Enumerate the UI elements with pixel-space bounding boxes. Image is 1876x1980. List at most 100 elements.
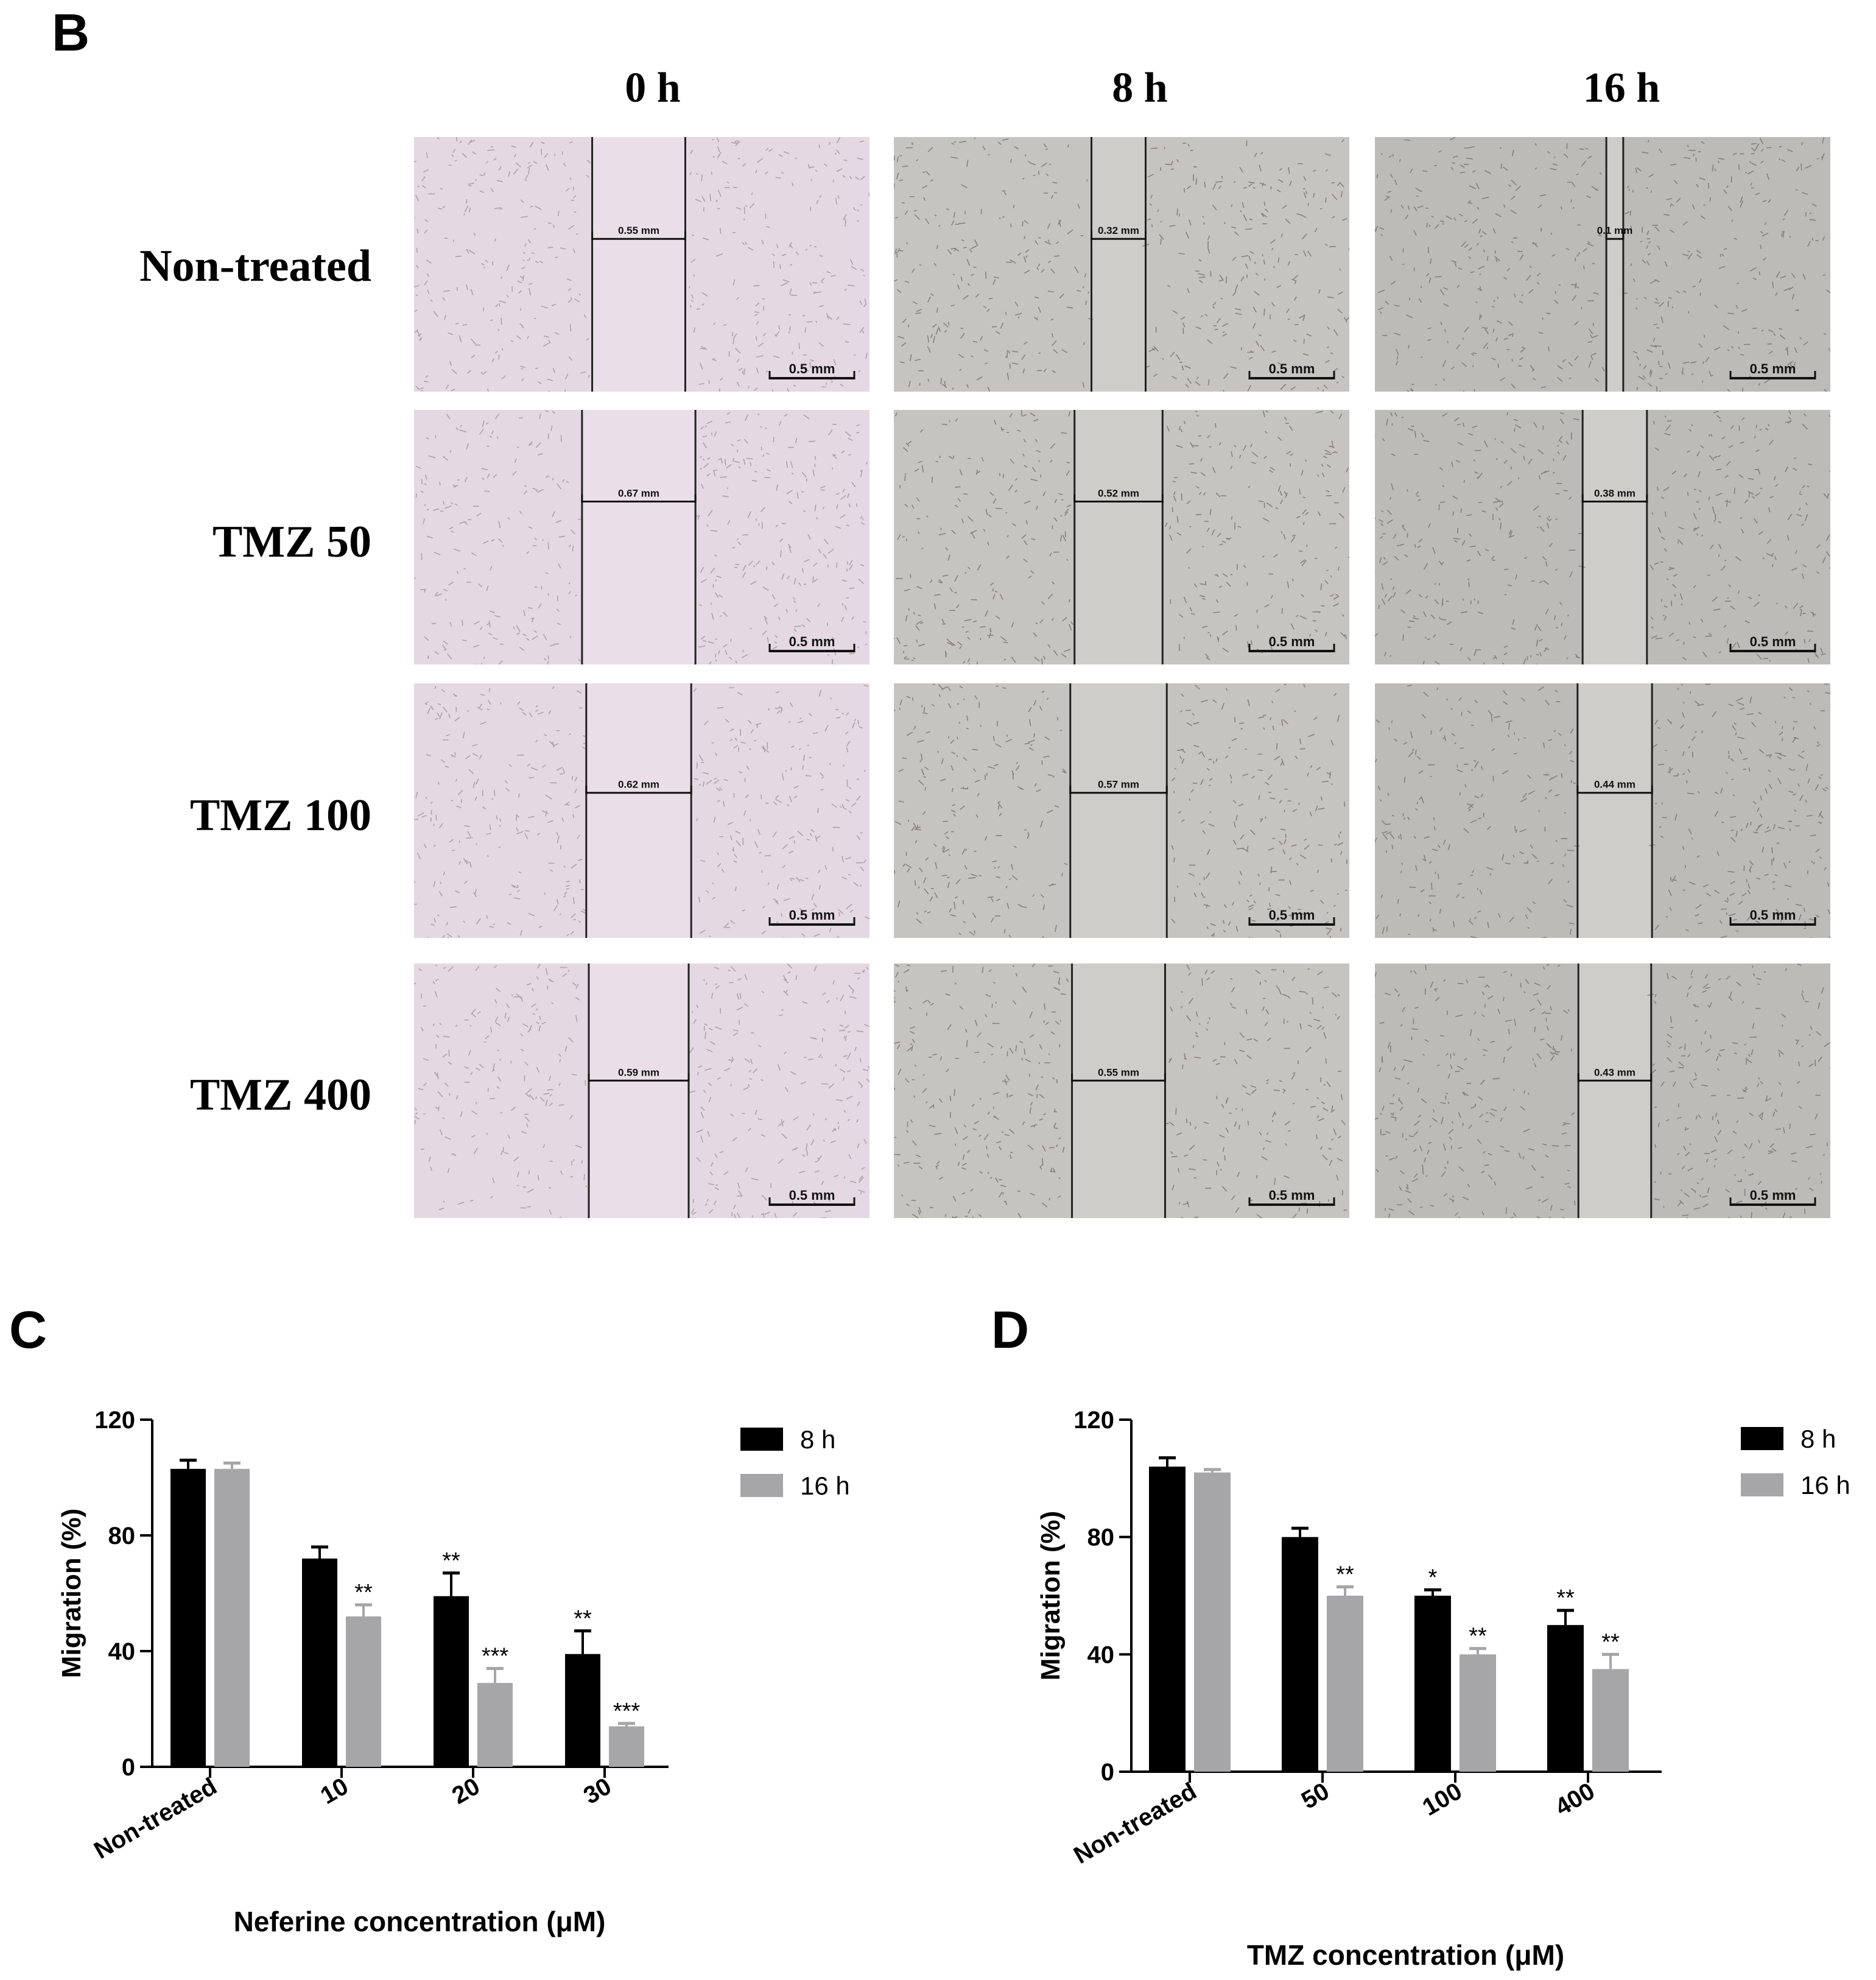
scale-bar-label: 0.5 mm: [1750, 634, 1796, 649]
bar: [214, 1468, 250, 1767]
scale-bar-label: 0.5 mm: [789, 907, 835, 923]
x-tick-label: 30: [579, 1773, 616, 1809]
x-tick-label: 400: [1551, 1778, 1600, 1821]
legend-swatch: [740, 1474, 783, 1497]
scale-bar-label: 0.5 mm: [1269, 1188, 1315, 1203]
micrograph-tile: 0.52 mm 0.5 mm: [894, 410, 1349, 664]
row-label-tmz-100: TMZ 100: [189, 791, 371, 840]
bar: [1194, 1472, 1231, 1772]
scale-bar-label: 0.5 mm: [1750, 361, 1796, 376]
y-tick-label: 0: [1101, 1759, 1114, 1786]
bar: [1282, 1537, 1318, 1772]
legend-swatch: [740, 1428, 783, 1451]
y-tick-label: 0: [122, 1754, 135, 1781]
y-axis-label: Migration (%): [57, 1509, 86, 1679]
column-header-0h: 0 h: [625, 65, 681, 111]
significance-marker: **: [354, 1580, 373, 1605]
gap-measurement-label: 0.55 mm: [618, 225, 659, 236]
legend-swatch: [1741, 1473, 1783, 1496]
significance-marker: ***: [613, 1699, 641, 1724]
scale-bar-label: 0.5 mm: [789, 361, 835, 376]
micrograph-tile: 0.32 mm 0.5 mm: [894, 137, 1349, 392]
y-tick-label: 80: [108, 1523, 136, 1549]
gap-measurement-label: 0.52 mm: [1098, 487, 1139, 499]
gap-measurement-label: 0.62 mm: [618, 779, 659, 791]
micrograph-tile: 0.67 mm 0.5 mm: [414, 410, 869, 664]
x-axis-label: Neferine concentration (μM): [234, 1906, 606, 1937]
gap-measurement-label: 0.38 mm: [1594, 487, 1635, 499]
panel-b-letter: B: [52, 4, 90, 62]
bar: [565, 1654, 600, 1767]
column-header-16h: 16 h: [1583, 65, 1660, 111]
micrograph-tile: 0.55 mm 0.5 mm: [894, 964, 1349, 1218]
legend-label: 8 h: [1800, 1425, 1836, 1453]
y-axis-label: Migration (%): [1036, 1511, 1066, 1681]
x-tick-label: 10: [316, 1773, 353, 1809]
micrograph-tile: 0.55 mm 0.5 mm: [414, 137, 869, 392]
scale-bar-label: 0.5 mm: [1750, 1188, 1796, 1203]
gap-measurement-label: 0.59 mm: [618, 1066, 659, 1078]
legend-label: 16 h: [800, 1471, 850, 1500]
significance-marker: **: [1556, 1585, 1575, 1611]
panel-d-letter: D: [991, 1301, 1030, 1359]
row-label-tmz-50: TMZ 50: [212, 517, 371, 567]
gap-measurement-label: 0.44 mm: [1594, 779, 1635, 791]
micrograph-tile: 0.44 mm 0.5 mm: [1375, 683, 1830, 938]
significance-marker: **: [1469, 1624, 1487, 1649]
x-axis-label: TMZ concentration (μM): [1247, 1939, 1564, 1971]
micrograph-tile: 0.38 mm 0.5 mm: [1375, 410, 1830, 664]
panel-c-letter: C: [9, 1301, 47, 1359]
scale-bar-label: 0.5 mm: [789, 634, 835, 649]
significance-marker: ***: [482, 1644, 509, 1669]
legend-label: 16 h: [1800, 1471, 1850, 1499]
row-label-tmz-400: TMZ 400: [189, 1070, 371, 1120]
micrograph-tile: 0.59 mm 0.5 mm: [414, 964, 869, 1218]
y-tick-label: 120: [1073, 1407, 1114, 1434]
x-tick-label: Non-treated: [90, 1773, 221, 1864]
gap-measurement-label: 0.1 mm: [1597, 225, 1633, 236]
y-tick-label: 40: [108, 1638, 136, 1665]
bar: [477, 1683, 513, 1767]
legend-swatch: [1741, 1427, 1783, 1450]
significance-marker: **: [1601, 1629, 1620, 1655]
gap-measurement-label: 0.67 mm: [618, 487, 659, 499]
significance-marker: **: [574, 1606, 592, 1632]
bar: [1414, 1596, 1451, 1772]
micrograph-tile: 0.1 mm 0.5 mm: [1375, 137, 1830, 392]
gap-measurement-label: 0.43 mm: [1594, 1066, 1635, 1078]
column-header-8h: 8 h: [1112, 65, 1168, 111]
y-tick-label: 40: [1087, 1641, 1115, 1668]
significance-marker: **: [1336, 1562, 1354, 1588]
x-tick-label: 50: [1297, 1778, 1334, 1814]
scale-bar-label: 0.5 mm: [1269, 361, 1315, 376]
legend-label: 8 h: [800, 1425, 835, 1454]
x-tick-label: 20: [448, 1773, 485, 1809]
significance-marker: **: [442, 1548, 460, 1574]
gap-measurement-label: 0.57 mm: [1098, 779, 1139, 791]
bar: [346, 1616, 381, 1767]
micrograph-tile: 0.62 mm 0.5 mm: [414, 683, 869, 938]
bar: [1547, 1625, 1584, 1772]
scale-bar-label: 0.5 mm: [1269, 907, 1315, 923]
bar: [1149, 1467, 1186, 1772]
x-tick-label: 100: [1418, 1778, 1467, 1821]
gap-measurement-label: 0.32 mm: [1098, 225, 1139, 236]
y-tick-label: 120: [94, 1407, 135, 1434]
micrograph-tile: 0.57 mm 0.5 mm: [894, 683, 1349, 938]
bar: [1460, 1654, 1496, 1772]
bar: [170, 1468, 206, 1767]
scale-bar-label: 0.5 mm: [789, 1188, 835, 1203]
significance-marker: *: [1428, 1565, 1438, 1590]
micrograph-tile: 0.43 mm 0.5 mm: [1375, 964, 1830, 1218]
bar: [302, 1559, 337, 1767]
bar: [434, 1596, 469, 1767]
x-tick-label: Non-treated: [1069, 1778, 1201, 1869]
scale-bar-label: 0.5 mm: [1750, 907, 1796, 923]
bar: [1327, 1596, 1363, 1772]
row-label-non-treated: Non-treated: [139, 241, 371, 291]
gap-measurement-label: 0.55 mm: [1098, 1066, 1139, 1078]
y-tick-label: 80: [1087, 1524, 1115, 1551]
scale-bar-label: 0.5 mm: [1269, 634, 1315, 649]
